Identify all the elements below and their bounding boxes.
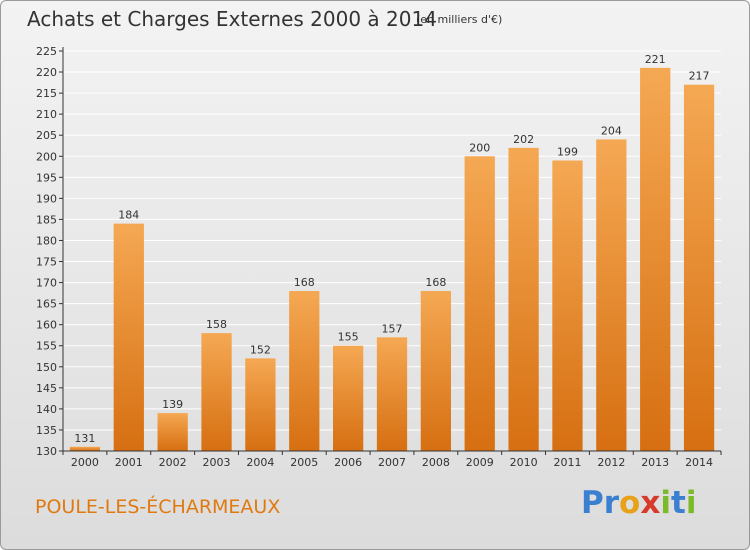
- x-tick-label: 2001: [115, 456, 143, 469]
- data-label: 152: [250, 343, 271, 356]
- logo-letter: P: [581, 485, 604, 521]
- data-label: 199: [557, 145, 578, 158]
- bar: [596, 139, 627, 451]
- bar: [113, 223, 144, 451]
- data-label: 158: [206, 318, 227, 331]
- y-tick-label: 200: [36, 150, 57, 163]
- logo-letter: i: [660, 485, 671, 521]
- y-tick-label: 180: [36, 234, 57, 247]
- chart-subtitle: (en milliers d'€): [416, 13, 503, 26]
- x-tick-label: 2002: [159, 456, 187, 469]
- bar: [332, 345, 364, 451]
- y-tick-label: 220: [36, 66, 57, 79]
- y-tick-label: 205: [36, 129, 57, 142]
- logo-letter: o: [619, 485, 641, 521]
- data-label: 202: [513, 133, 534, 146]
- proxiti-logo: Proxiti: [581, 485, 696, 521]
- x-tick-label: 2011: [553, 456, 581, 469]
- data-label: 139: [162, 398, 183, 411]
- bar: [420, 291, 452, 451]
- data-label: 200: [469, 141, 490, 154]
- data-label: 221: [645, 53, 666, 66]
- x-tick-label: 2013: [641, 456, 669, 469]
- logo-letter: t: [670, 485, 686, 521]
- bar: [464, 156, 495, 451]
- y-tick-label: 140: [36, 403, 57, 416]
- bar: [552, 160, 583, 451]
- bar: [201, 333, 232, 451]
- logo-letter: i: [685, 485, 697, 521]
- bars: [69, 67, 715, 452]
- bar: [245, 358, 276, 451]
- y-tick-label: 175: [36, 256, 57, 269]
- y-tick-label: 145: [36, 382, 57, 395]
- y-tick-label: 215: [36, 87, 57, 100]
- y-tick-label: 210: [36, 108, 57, 121]
- x-tick-label: 2005: [290, 456, 318, 469]
- data-labels: 131 184 139 158 152 168 155 157 168 200 202 199 204 2…: [74, 53, 709, 445]
- x-tick-label: 2009: [466, 456, 494, 469]
- axes: 130 135 140 145 150 155 160 165 170 175 180 185 190 1…: [36, 45, 722, 469]
- bar: [69, 446, 101, 451]
- data-label: 168: [294, 276, 315, 289]
- bar: [157, 413, 188, 451]
- y-tick-label: 185: [36, 213, 57, 226]
- x-tick-label: 2010: [510, 456, 538, 469]
- y-tick-label: 225: [36, 45, 57, 58]
- x-tick-label: 2012: [597, 456, 625, 469]
- y-tick-label: 135: [36, 424, 57, 437]
- x-tick-label: 2008: [422, 456, 450, 469]
- y-tick-label: 160: [36, 319, 57, 332]
- bar: [683, 84, 715, 452]
- x-tick-label: 2004: [246, 456, 274, 469]
- y-tick-label: 195: [36, 171, 57, 184]
- y-tick-label: 130: [36, 445, 57, 458]
- data-label: 131: [74, 432, 95, 445]
- x-tick-label: 2006: [334, 456, 362, 469]
- data-label: 204: [601, 124, 622, 137]
- bar: [508, 147, 539, 451]
- x-tick-label: 2007: [378, 456, 406, 469]
- logo-letter: x: [640, 485, 661, 521]
- bar: [289, 291, 320, 451]
- data-label: 155: [338, 331, 359, 344]
- y-tick-label: 170: [36, 277, 57, 290]
- data-label: 184: [118, 209, 139, 222]
- y-tick-label: 190: [36, 192, 57, 205]
- y-tick-label: 165: [36, 298, 57, 311]
- y-tick-label: 155: [36, 340, 57, 353]
- commune-name: POULE-LES-ÉCHARMEAUX: [35, 496, 281, 518]
- bar: [640, 67, 671, 451]
- bar: [376, 337, 408, 451]
- logo-letter: r: [603, 485, 620, 521]
- data-label: 217: [689, 70, 710, 83]
- y-tick-label: 150: [36, 361, 57, 374]
- x-tick-label: 2000: [71, 456, 99, 469]
- data-label: 157: [382, 322, 403, 335]
- chart-title: Achats et Charges Externes 2000 à 2014: [27, 7, 437, 31]
- x-tick-label: 2014: [685, 456, 713, 469]
- data-label: 168: [425, 276, 446, 289]
- x-tick-label: 2003: [203, 456, 231, 469]
